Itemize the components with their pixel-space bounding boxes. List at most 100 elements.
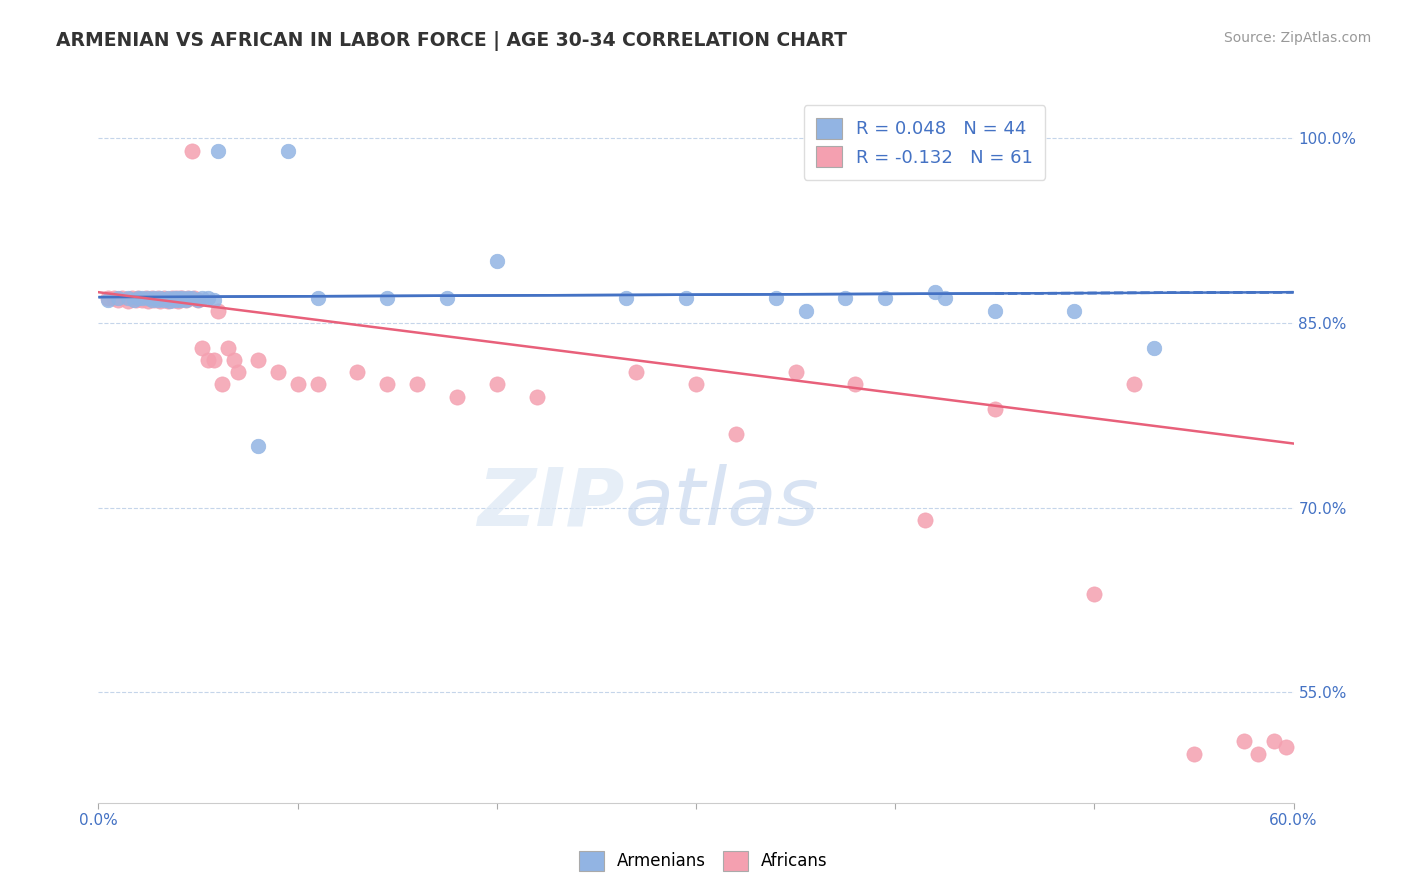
Point bbox=[143, 291, 166, 305]
Point bbox=[984, 303, 1007, 318]
Point bbox=[172, 291, 194, 305]
Point bbox=[202, 293, 225, 307]
Point bbox=[406, 377, 429, 392]
Point bbox=[207, 303, 229, 318]
Text: ZIP: ZIP bbox=[477, 464, 624, 542]
Point bbox=[1182, 747, 1205, 761]
Point bbox=[165, 291, 187, 305]
Point bbox=[167, 293, 190, 308]
Point bbox=[246, 439, 269, 453]
Point bbox=[127, 291, 149, 305]
Point bbox=[267, 365, 290, 379]
Point bbox=[485, 377, 508, 392]
Point bbox=[165, 293, 187, 307]
Point bbox=[169, 291, 191, 305]
Point bbox=[124, 293, 146, 307]
Point bbox=[765, 291, 787, 305]
Point bbox=[436, 291, 458, 305]
Point bbox=[794, 303, 817, 318]
Point bbox=[111, 291, 134, 305]
Point bbox=[136, 293, 159, 308]
Point bbox=[287, 377, 309, 392]
Point bbox=[202, 352, 225, 367]
Point bbox=[187, 293, 209, 307]
Point bbox=[127, 291, 149, 305]
Point bbox=[375, 377, 398, 392]
Point bbox=[153, 293, 176, 307]
Point bbox=[1143, 341, 1166, 355]
Point bbox=[934, 291, 956, 305]
Point bbox=[914, 513, 936, 527]
Point bbox=[191, 291, 214, 305]
Legend: R = 0.048   N = 44, R = -0.132   N = 61: R = 0.048 N = 44, R = -0.132 N = 61 bbox=[804, 105, 1046, 179]
Point bbox=[1233, 734, 1256, 748]
Point bbox=[485, 254, 508, 268]
Text: ARMENIAN VS AFRICAN IN LABOR FORCE | AGE 30-34 CORRELATION CHART: ARMENIAN VS AFRICAN IN LABOR FORCE | AGE… bbox=[56, 31, 848, 51]
Point bbox=[222, 352, 245, 367]
Point bbox=[172, 291, 194, 305]
Point bbox=[148, 293, 170, 307]
Point bbox=[1123, 377, 1146, 392]
Point bbox=[160, 291, 183, 305]
Point bbox=[169, 293, 191, 307]
Point bbox=[1274, 740, 1296, 755]
Point bbox=[277, 144, 299, 158]
Legend: Armenians, Africans: Armenians, Africans bbox=[571, 842, 835, 880]
Point bbox=[685, 377, 707, 392]
Point bbox=[614, 291, 637, 305]
Point bbox=[191, 341, 214, 355]
Point bbox=[131, 293, 153, 307]
Text: atlas: atlas bbox=[624, 464, 820, 542]
Point bbox=[103, 291, 125, 305]
Point bbox=[136, 291, 159, 305]
Point bbox=[177, 291, 200, 305]
Point bbox=[174, 293, 197, 307]
Point bbox=[163, 291, 186, 305]
Point bbox=[211, 377, 233, 392]
Point bbox=[107, 293, 129, 307]
Point bbox=[984, 402, 1007, 417]
Point bbox=[875, 291, 897, 305]
Point bbox=[526, 390, 548, 404]
Point bbox=[163, 293, 186, 307]
Point bbox=[177, 291, 200, 305]
Point bbox=[197, 291, 219, 305]
Point bbox=[174, 293, 197, 307]
Point bbox=[125, 293, 148, 307]
Point bbox=[131, 291, 153, 305]
Point bbox=[155, 293, 177, 307]
Point bbox=[226, 365, 249, 379]
Point bbox=[724, 426, 747, 441]
Point bbox=[1263, 734, 1285, 748]
Point bbox=[181, 291, 204, 305]
Point bbox=[375, 291, 398, 305]
Point bbox=[167, 291, 190, 305]
Point bbox=[107, 291, 129, 305]
Point bbox=[117, 293, 139, 308]
Point bbox=[246, 352, 269, 367]
Point bbox=[97, 293, 120, 307]
Point bbox=[924, 285, 946, 300]
Point bbox=[159, 293, 181, 308]
Point bbox=[187, 293, 209, 307]
Point bbox=[141, 293, 163, 307]
Point bbox=[153, 291, 176, 305]
Point bbox=[97, 291, 120, 305]
Point bbox=[1083, 587, 1105, 601]
Point bbox=[307, 377, 329, 392]
Point bbox=[149, 291, 172, 305]
Point bbox=[183, 291, 205, 305]
Point bbox=[785, 365, 807, 379]
Point bbox=[143, 293, 166, 307]
Point bbox=[1247, 747, 1270, 761]
Point bbox=[181, 144, 204, 158]
Point bbox=[1063, 303, 1085, 318]
Point bbox=[197, 352, 219, 367]
Point bbox=[141, 291, 163, 305]
Point bbox=[446, 390, 468, 404]
Point bbox=[626, 365, 648, 379]
Point bbox=[675, 291, 697, 305]
Point bbox=[207, 144, 229, 158]
Point bbox=[346, 365, 368, 379]
Point bbox=[157, 291, 180, 305]
